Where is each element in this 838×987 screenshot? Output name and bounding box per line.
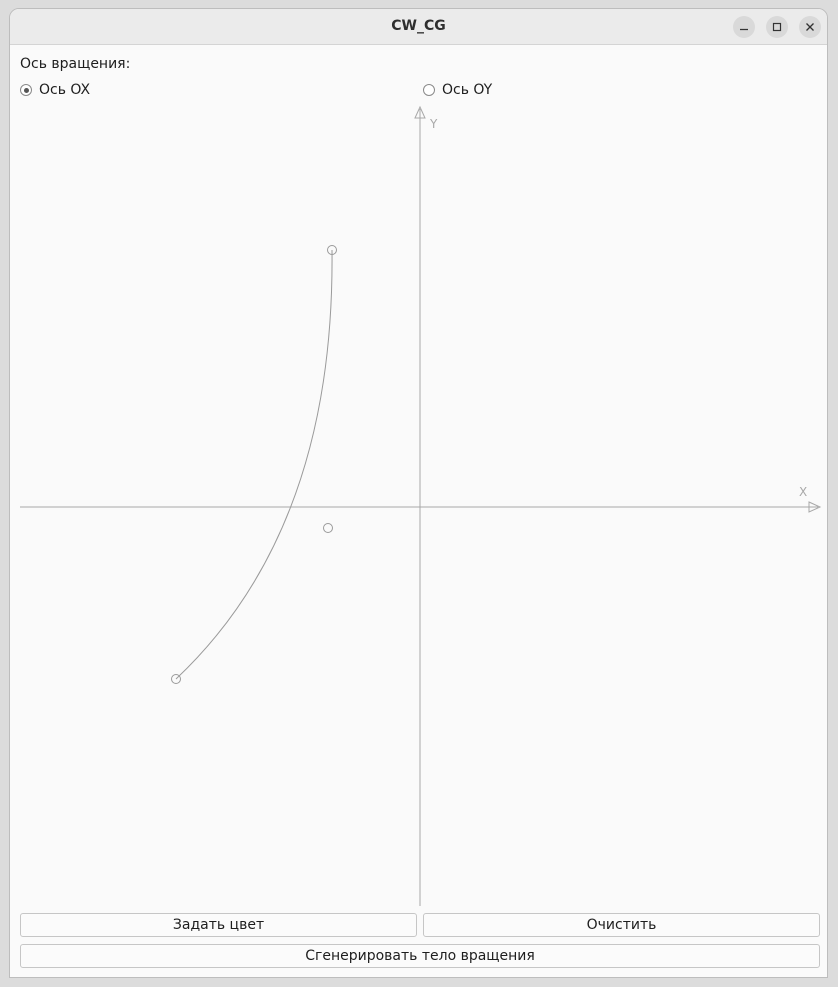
radio-axis-oy[interactable]: Ось OY xyxy=(423,82,492,98)
minimize-icon xyxy=(740,28,748,31)
y-axis-label: Y xyxy=(429,117,438,131)
close-icon xyxy=(806,23,814,31)
radio-checked-icon xyxy=(20,84,32,96)
control-point[interactable] xyxy=(327,245,337,255)
radio-label: Ось OX xyxy=(39,82,91,98)
title-bar[interactable]: CW_CG xyxy=(10,9,827,45)
drawing-canvas[interactable]: X Y xyxy=(10,9,828,978)
rotation-axis-label: Ось вращения: xyxy=(20,56,131,72)
control-point[interactable] xyxy=(171,674,181,684)
generate-body-button[interactable]: Сгенерировать тело вращения xyxy=(20,944,820,968)
radio-unchecked-icon xyxy=(423,84,435,96)
bezier-curve xyxy=(175,249,333,680)
set-color-button[interactable]: Задать цвет xyxy=(20,913,417,937)
x-axis-arrow-icon xyxy=(808,501,822,513)
window-title: CW_CG xyxy=(391,18,446,34)
radio-axis-ox[interactable]: Ось OX xyxy=(20,82,90,98)
x-axis-label: X xyxy=(799,485,807,499)
maximize-button[interactable] xyxy=(766,16,788,38)
control-point[interactable] xyxy=(323,523,333,533)
app-window: CW_CG X Y Ось вращения: Ось OX Ось xyxy=(9,8,828,978)
radio-label: Ось OY xyxy=(442,82,493,98)
y-axis-arrow-icon xyxy=(414,105,426,119)
minimize-button[interactable] xyxy=(733,16,755,38)
clear-button[interactable]: Очистить xyxy=(423,913,820,937)
close-button[interactable] xyxy=(799,16,821,38)
maximize-icon xyxy=(772,22,782,32)
